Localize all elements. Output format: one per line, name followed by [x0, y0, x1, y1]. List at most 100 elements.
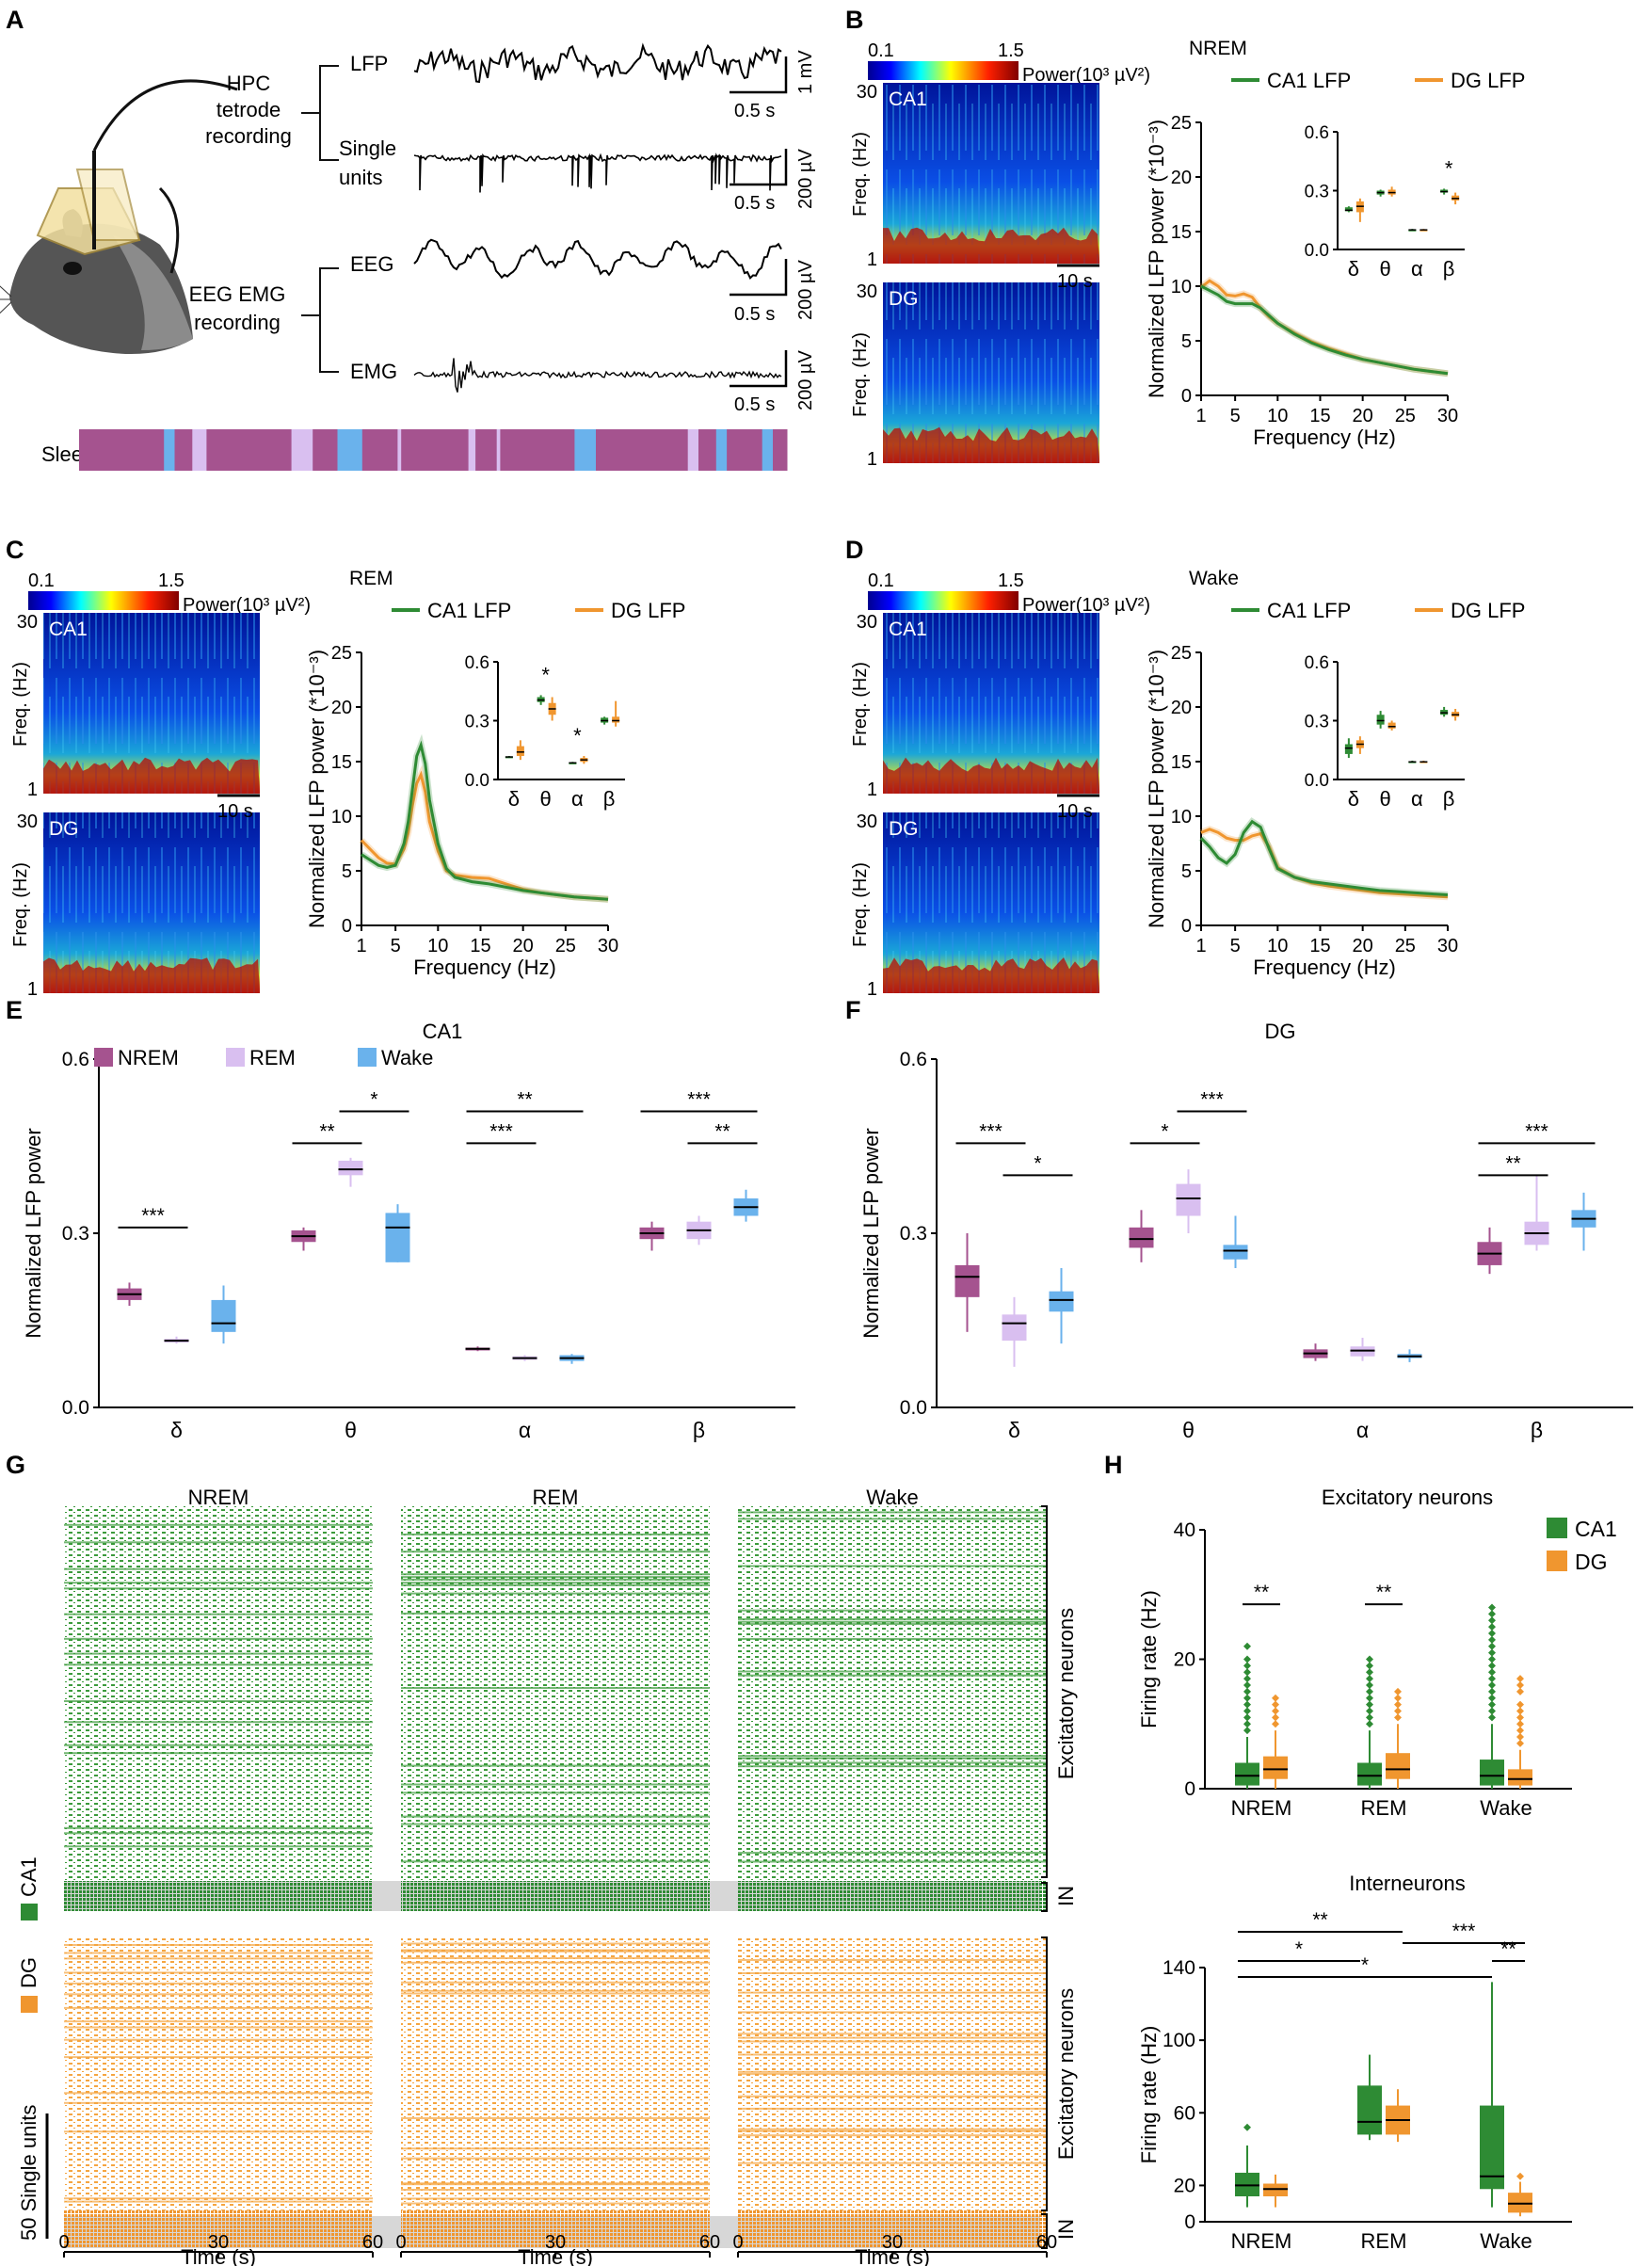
single-unit-trace [413, 153, 782, 193]
spec-ytick-bottom-dg: 1 [867, 979, 877, 1000]
eeg-emg-label-2: recording [194, 311, 281, 334]
y-tick-label: 25 [331, 643, 352, 664]
box-nrem [954, 1264, 980, 1297]
region-swatch-dg [21, 1996, 38, 2013]
significance-label: ** [319, 1120, 334, 1142]
raster-unit-stripe-ca1 [401, 1792, 710, 1794]
significance-label: * [1361, 1954, 1369, 1976]
spectrogram-dg: DG [43, 812, 260, 993]
raster-unit-stripe-dg [738, 2033, 1047, 2035]
outlier-ca1 [1488, 1635, 1496, 1644]
outlier-dg [1516, 1713, 1524, 1722]
outlier-ca1 [1243, 1713, 1251, 1722]
panel-letter-a: A [6, 6, 24, 34]
spectrogram-region-label: CA1 [49, 619, 88, 640]
category-label: δ [170, 1418, 183, 1442]
y-tick-label: 20 [1174, 2175, 1195, 2196]
sleep-segment-wake [574, 429, 597, 471]
raster-unit-stripe-ca1 [738, 1617, 1047, 1620]
outlier-dg [1516, 1739, 1524, 1747]
spectrogram-region-label: DG [889, 288, 919, 310]
raster-time-tick-label: 0 [58, 2232, 69, 2253]
inset-y-tick-label: 0.0 [465, 771, 489, 791]
raster-unit-stripe-dg [401, 1949, 710, 1952]
sleep-segment-nrem [79, 429, 165, 471]
y-tick-label: 140 [1163, 1957, 1195, 1979]
x-tick-label: 1 [356, 936, 366, 956]
raster-unit-stripe-dg [738, 2053, 1047, 2056]
inset-category-label: β [1443, 787, 1455, 811]
box-wake [211, 1299, 236, 1332]
raster-unit-stripe-dg [64, 2092, 373, 2095]
y-tick-label: 100 [1163, 2030, 1195, 2051]
outlier-dg [1394, 1694, 1402, 1702]
raster-unit-stripe-ca1 [64, 1700, 373, 1702]
lfp-scale-amp: 1 mV [795, 50, 816, 94]
raster-unit-stripe-ca1 [738, 1565, 1047, 1567]
region-label-dg: DG [17, 1957, 40, 1988]
raster-unit-stripe-ca1 [738, 1620, 1047, 1623]
category-label: θ [1182, 1418, 1195, 1442]
y-tick-label: 0.6 [900, 1049, 927, 1070]
x-tick-label: 15 [470, 936, 490, 956]
spectrogram-dg: DG [883, 812, 1099, 993]
panel-letter-h: H [1104, 1451, 1123, 1479]
legend-label-dg: DG LFP [1451, 69, 1525, 92]
raster-unit-stripe-dg [738, 2072, 1047, 2075]
sleep-segment-nrem [727, 429, 763, 471]
power-unit-label: Power(10³ µV²) [1022, 65, 1150, 86]
spectrogram-region-label: CA1 [889, 619, 927, 640]
sleep-segment-wake [762, 429, 774, 471]
raster-unit-stripe-ca1 [401, 1573, 710, 1576]
outlier-ca1 [1243, 2123, 1251, 2131]
y-axis-label: Firing rate (Hz) [1137, 2026, 1161, 2164]
y-tick-label: 5 [1181, 331, 1192, 352]
outlier-ca1 [1366, 1694, 1373, 1702]
legend-label-ca1: CA1 LFP [1267, 69, 1351, 92]
outlier-dg [1272, 1713, 1279, 1722]
panel-title: CA1 [423, 1020, 463, 1043]
colorbar-min-label: 0.1 [28, 571, 55, 591]
outlier-dg [1394, 1687, 1402, 1695]
colorbar-max-label: 1.5 [998, 40, 1024, 61]
panel-letter-d: D [845, 536, 864, 564]
colorbar [868, 591, 1018, 610]
raster-state-title: NREM [188, 1486, 249, 1509]
raster-unit-stripe-ca1 [738, 1761, 1047, 1764]
outlier-ca1 [1243, 1655, 1251, 1663]
colorbar [868, 61, 1018, 80]
spectrogram-power-band [883, 426, 1099, 463]
raster-unit-stripe-ca1 [738, 1623, 1047, 1626]
outlier-ca1 [1488, 1603, 1496, 1612]
sleep-segment-nrem [401, 429, 470, 471]
emg-scale-time: 0.5 s [734, 394, 775, 415]
outlier-ca1 [1366, 1668, 1373, 1677]
box-wake [385, 1213, 410, 1262]
inset-category-label: α [1411, 257, 1423, 281]
inset-box-dg [612, 716, 620, 723]
box-ca1 [1235, 1762, 1259, 1786]
y-axis-label: Firing rate (Hz) [1137, 1590, 1161, 1728]
x-tick-label: 10 [1267, 936, 1288, 956]
raster-unit-stripe-dg [738, 2095, 1047, 2097]
raster-unit-stripe-ca1 [64, 1613, 373, 1615]
y-tick-label: 15 [1171, 752, 1192, 773]
raster-dg-interneurons [738, 2210, 1047, 2248]
category-label: REM [1361, 1796, 1407, 1820]
spec-ylabel-ca1: Freq. (Hz) [850, 132, 871, 217]
panel-letter-e: E [6, 996, 23, 1024]
box-dg [1263, 1756, 1288, 1779]
raster-unit-stripe-dg [401, 2197, 710, 2200]
x-tick-label: 25 [1395, 406, 1416, 426]
raster-unit-stripe-dg [64, 1944, 373, 1946]
raster-unit-stripe-ca1 [64, 1567, 373, 1570]
outlier-ca1 [1243, 1662, 1251, 1670]
inset-y-tick-label: 0.3 [1305, 713, 1329, 732]
spec-ylabel-dg: Freq. (Hz) [10, 862, 31, 947]
x-tick-label: 15 [1309, 406, 1330, 426]
y-tick-label: 0 [1181, 916, 1192, 937]
category-label: REM [1361, 2229, 1407, 2253]
legend-swatch-ca1 [1547, 1518, 1567, 1538]
spec-ytick-bottom-ca1: 1 [867, 779, 877, 800]
box-ca1 [1357, 2085, 1382, 2135]
